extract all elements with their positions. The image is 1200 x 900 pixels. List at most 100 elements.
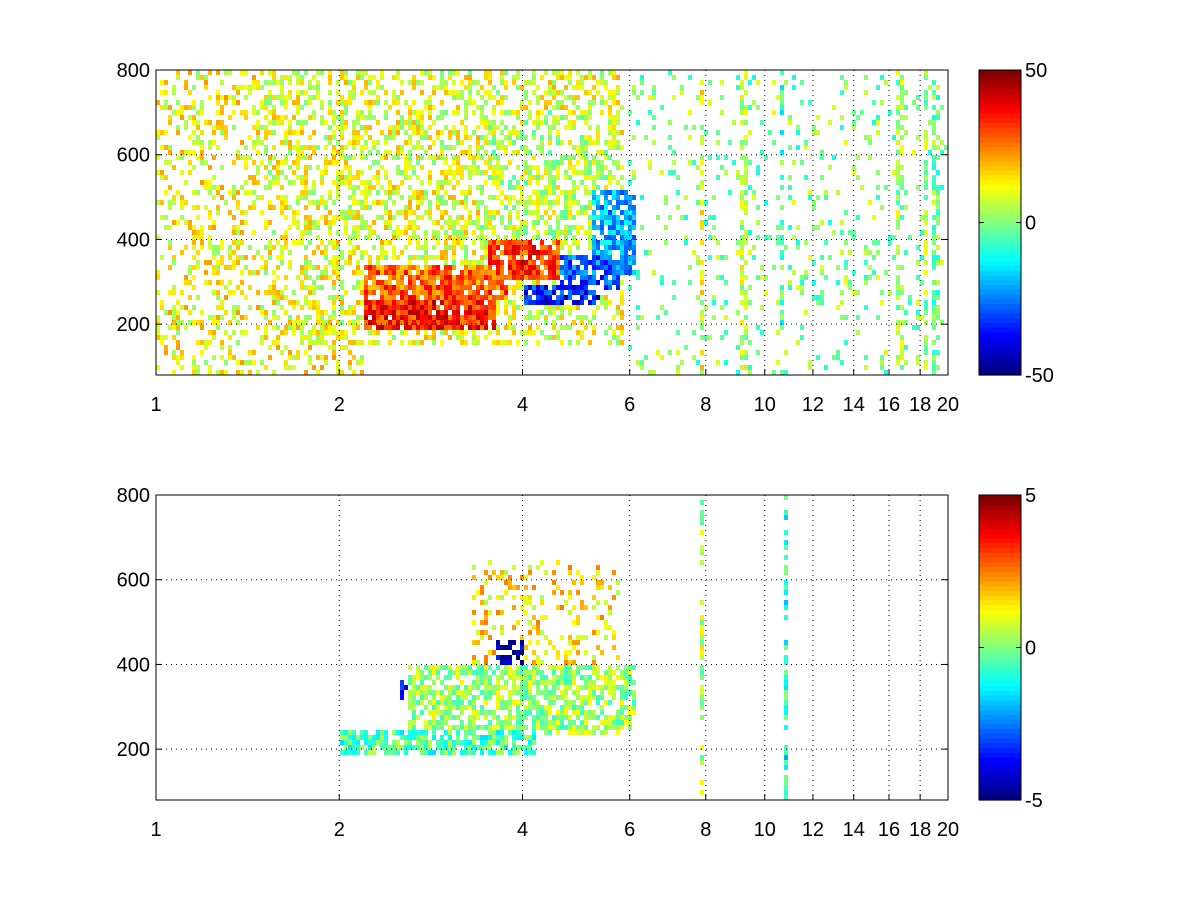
heatmap-cell [736,75,740,80]
heatmap-cell [344,145,348,150]
heatmap-cell [408,240,412,245]
heatmap-cell [212,255,216,260]
heatmap-cell [308,190,312,195]
heatmap-cell [512,680,516,685]
heatmap-cell [276,115,280,120]
heatmap-cell [428,210,432,215]
heatmap-cell [552,645,556,650]
heatmap-cell [500,670,504,675]
heatmap-cell [440,680,444,685]
heatmap-cell [444,750,448,755]
heatmap-cell [472,685,476,690]
heatmap-cell [192,235,196,240]
heatmap-cell [608,715,612,720]
heatmap-cell [556,335,560,340]
heatmap-cell [420,685,424,690]
heatmap-cell [184,125,188,130]
heatmap-cell [252,140,256,145]
heatmap-cell [608,665,612,670]
heatmap-cell [512,250,516,255]
heatmap-cell [332,260,336,265]
heatmap-cell [508,260,512,265]
heatmap-cell [428,310,432,315]
heatmap-cell [368,265,372,270]
heatmap-cell [340,215,344,220]
heatmap-cell [440,180,444,185]
heatmap-cell [492,275,496,280]
heatmap-cell [572,720,576,725]
heatmap-cell [528,115,532,120]
heatmap-cell [472,620,476,625]
heatmap-cell [740,290,744,295]
heatmap-cell [312,130,316,135]
heatmap-cell [516,85,520,90]
heatmap-cell [344,335,348,340]
colorbar-tick-label: -50 [1025,365,1054,387]
heatmap-cell [476,135,480,140]
heatmap-cell [632,215,636,220]
heatmap-cell [716,155,720,160]
heatmap-cell [300,75,304,80]
heatmap-cell [608,175,612,180]
heatmap-cell [356,115,360,120]
heatmap-cell [816,295,820,300]
heatmap-cell [352,145,356,150]
heatmap-cell [488,635,492,640]
heatmap-cell [500,250,504,255]
heatmap-cell [488,745,492,750]
heatmap-cell [696,185,700,190]
heatmap-cell [456,180,460,185]
heatmap-cell [436,295,440,300]
heatmap-cell [212,175,216,180]
heatmap-cell [384,285,388,290]
heatmap-cell [448,265,452,270]
heatmap-cell [396,255,400,260]
heatmap-cell [436,275,440,280]
heatmap-cell [344,120,348,125]
heatmap-cell [500,220,504,225]
heatmap-cell [168,225,172,230]
heatmap-cell [468,270,472,275]
heatmap-cell [932,120,936,125]
heatmap-cell [208,240,212,245]
heatmap-cell [548,640,552,645]
heatmap-cell [512,260,516,265]
heatmap-cell [396,270,400,275]
heatmap-cell [384,225,388,230]
heatmap-cell [220,195,224,200]
heatmap-cell [932,165,936,170]
heatmap-cell [436,290,440,295]
heatmap-cell [520,175,524,180]
heatmap-cell [464,255,468,260]
heatmap-cell [204,180,208,185]
heatmap-cell [804,275,808,280]
heatmap-cell [608,245,612,250]
heatmap-cell [780,235,784,240]
heatmap-cell [476,210,480,215]
heatmap-cell [536,630,540,635]
heatmap-cell [556,295,560,300]
heatmap-cell [780,205,784,210]
heatmap-cell [448,235,452,240]
heatmap-cell [456,330,460,335]
heatmap-cell [412,315,416,320]
heatmap-cell [216,320,220,325]
heatmap-cell [408,735,412,740]
heatmap-cell [360,125,364,130]
heatmap-cell [436,690,440,695]
heatmap-cell [528,275,532,280]
heatmap-cell [200,110,204,115]
heatmap-cell [376,285,380,290]
heatmap-cell [244,155,248,160]
heatmap-cell [348,210,352,215]
heatmap-cell [556,215,560,220]
heatmap-cell [932,250,936,255]
heatmap-cell [468,320,472,325]
heatmap-cell [708,80,712,85]
heatmap-cell [184,85,188,90]
heatmap-cell [616,110,620,115]
heatmap-cell [316,85,320,90]
heatmap-cell [436,320,440,325]
heatmap-cell [524,710,528,715]
heatmap-cell [424,320,428,325]
